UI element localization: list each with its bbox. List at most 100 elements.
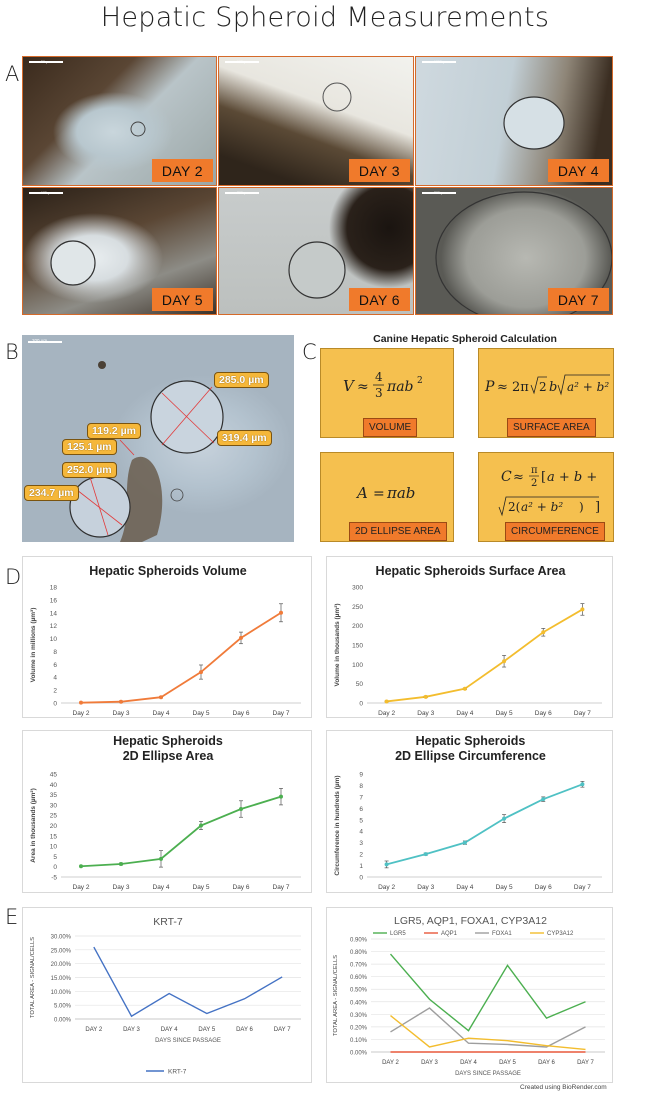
y-tick-label: 20.00% (51, 962, 72, 968)
scale-bar: 300 µm (422, 191, 456, 195)
y-tick-label: 18 (50, 585, 58, 592)
x-tick-label: Day 2 (73, 884, 90, 891)
chart-title: 2D Ellipse Area (123, 749, 215, 763)
y-tick-label: 12 (50, 623, 58, 630)
y-tick-label: 45 (50, 772, 58, 779)
scale-bar: 50 µm (29, 60, 63, 64)
x-tick-label: DAY 3 (123, 1027, 140, 1033)
day-tag: DAY 3 (348, 159, 410, 182)
svg-text:a² + b²: a² + b² (567, 380, 609, 394)
panel-label-c: C (302, 340, 317, 364)
y-tick-label: 0 (359, 701, 363, 708)
x-tick-label: Day 5 (193, 710, 210, 717)
y-tick-label: 0.00% (54, 1018, 72, 1024)
y-tick-label: 8 (53, 649, 57, 656)
y-tick-label: 40 (50, 782, 58, 789)
panel-label-e: E (5, 905, 19, 929)
data-point (119, 862, 123, 867)
calc-heading: Canine Hepatic Spheroid Calculation (373, 333, 557, 345)
data-point (239, 635, 243, 640)
scale-label: 50 µm (41, 60, 51, 64)
y-tick-label: 0 (359, 875, 363, 882)
x-tick-label: Day 7 (273, 884, 290, 891)
data-point (279, 794, 283, 799)
x-axis-label: DAYS SINCE PASSAGE (155, 1038, 221, 1044)
series-line (80, 612, 282, 704)
y-tick-label: 25.00% (51, 948, 72, 954)
y-tick-label: 50 (356, 681, 364, 688)
x-tick-label: DAY 5 (198, 1027, 215, 1033)
formula-box-surface-area: P ≈ 2π 2 b a² + b² SURFACE AREA (478, 348, 614, 438)
y-tick-label: 0.30% (350, 1013, 368, 1019)
chart-markers-svg: LGR5, AQP1, FOXA1, CYP3A12 0.00% 0.10% 0.20… (333, 915, 605, 1077)
y-tick-label: 7 (359, 794, 363, 801)
y-tick-label: 0.90% (350, 938, 368, 944)
biorender-credit: Created using BioRender.com (520, 1084, 607, 1091)
formula-box-volume: V ≈ 4 3 πab 2 VOLUME (320, 348, 454, 438)
panel-label-d: D (5, 565, 22, 589)
y-tick-label: 9 (359, 772, 363, 779)
svg-text:π: π (531, 465, 538, 476)
svg-text:≈ 2π: ≈ 2π (497, 380, 529, 395)
measurement-label: 119.2 µm (87, 423, 141, 439)
y-tick-label: 15.00% (51, 976, 72, 982)
x-tick-label: Day 2 (73, 710, 90, 717)
x-tick-label: Day 4 (456, 710, 473, 717)
svg-text:3: 3 (375, 386, 383, 400)
y-tick-label: 4 (359, 829, 363, 836)
y-tick-label: 0 (53, 864, 57, 871)
x-tick-label: DAY 7 (577, 1060, 594, 1066)
x-tick-label: DAY 4 (460, 1060, 477, 1066)
spheroid-image (322, 82, 352, 112)
y-tick-label: 0.00% (350, 1051, 368, 1057)
data-point (502, 816, 507, 821)
series-line (93, 946, 283, 1018)
data-point (462, 686, 467, 691)
scale-label: 100 µm (237, 60, 249, 64)
svg-text:≈: ≈ (513, 470, 524, 485)
micro-day2: 50 µm DAY 2 (22, 56, 217, 186)
x-tick-label: Day 6 (233, 710, 250, 717)
scale-bar: 100 µm (225, 60, 259, 64)
micro-day4: 1000 µm DAY 4 (415, 56, 613, 186)
formula-tag: SURFACE AREA (507, 418, 596, 437)
x-tick-label: DAY 7 (274, 1027, 291, 1033)
micro-day7: 300 µm DAY 7 (415, 187, 613, 315)
svg-text:[: [ (541, 470, 546, 485)
y-axis-label: Circumference in hundreds (µm) (334, 775, 341, 875)
formula-box-circumference: C ≈ π 2 [ a + b + 2( a² + b² ) ] CIRCUMF… (478, 452, 614, 542)
spheroid-image (435, 191, 612, 314)
chart-volume: Hepatic Spheroids Volume 0 2 4 6 8 10 12 14 16 18 D… (22, 556, 312, 718)
x-tick-label: Day 7 (273, 710, 290, 717)
x-tick-label: Day 5 (496, 884, 513, 891)
y-tick-label: 250 (352, 604, 363, 611)
legend-label: FOXA1 (492, 931, 512, 937)
y-axis-label: TOTAL AREA - SIGNAL/CELLS (333, 955, 339, 1036)
y-tick-label: 16 (50, 597, 58, 604)
data-point (580, 607, 585, 612)
scale-bar: 1000 µm (422, 60, 456, 64)
data-point (159, 856, 163, 861)
legend-label: CYP3A12 (547, 931, 574, 937)
spheroid-image (288, 241, 346, 299)
y-tick-label: 10 (50, 844, 58, 851)
chart-krt7-svg: KRT-7 0.00% 5.00% 10.00% 15.00% 20.00% 25.00% 3… (30, 916, 301, 1076)
y-tick-label: 2 (359, 852, 363, 859)
svg-text:πab: πab (386, 484, 415, 502)
measurement-label: 125.1 µm (62, 439, 117, 455)
y-tick-label: 8 (359, 783, 363, 790)
y-tick-label: 35 (50, 792, 58, 799)
data-point (423, 852, 428, 857)
day-tag: DAY 4 (547, 159, 609, 182)
ellipse-area-formula: A = πab (355, 484, 415, 502)
x-tick-label: Day 2 (378, 884, 395, 891)
legend-label: AQP1 (441, 931, 458, 937)
data-point (423, 694, 428, 699)
y-tick-label: 5 (359, 817, 363, 824)
measurement-label: 234.7 µm (24, 485, 79, 501)
svg-text:P: P (484, 379, 495, 395)
day-tag: DAY 7 (547, 288, 609, 311)
x-tick-label: Day 3 (417, 710, 434, 717)
chart-title: Hepatic Spheroids (416, 734, 526, 748)
scale-label: 1000 µm (434, 60, 448, 64)
